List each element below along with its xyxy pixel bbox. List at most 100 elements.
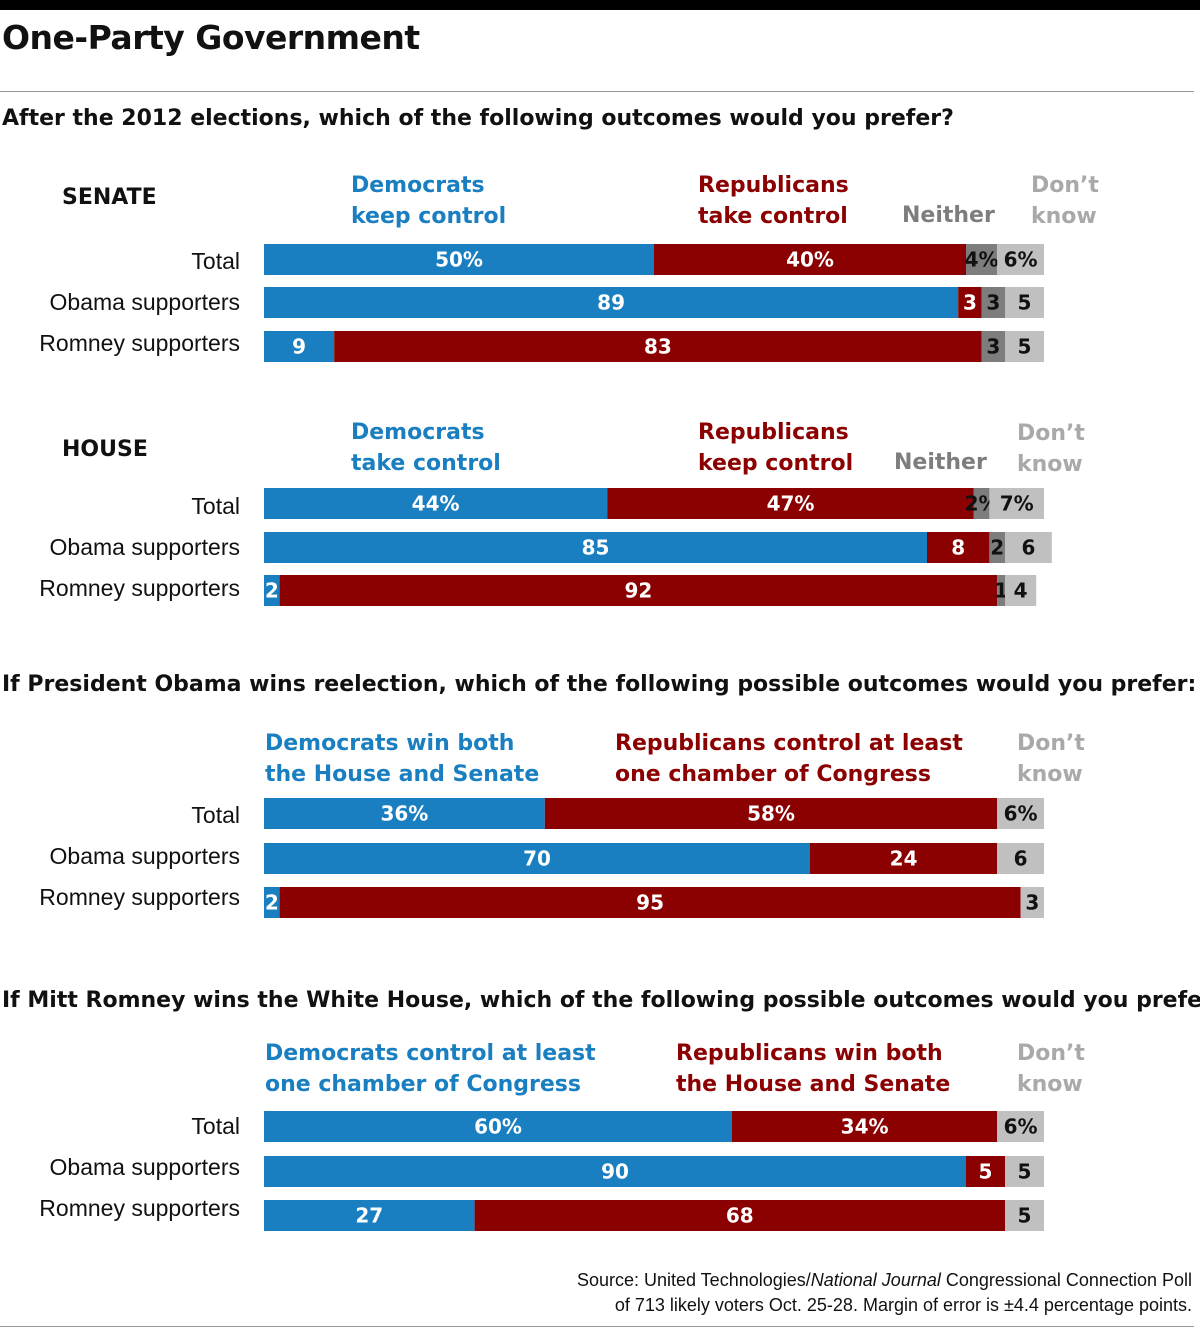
bar-segment [264,887,280,918]
top-bar [0,0,1200,10]
bar-value-label: 6 [1014,847,1028,871]
source-line2: of 713 likely voters Oct. 25-28. Margin … [614,1295,1192,1315]
source-line1-pre: Source: United Technologies/ [576,1270,811,1290]
legend-q2-democrats: Democrats win both the House and Senate [265,731,540,787]
bar-segment [474,1200,1006,1231]
bar-value-label: 9 [292,335,306,359]
bar-segment [997,575,1005,606]
bar-segment [927,532,990,563]
legend-senate-dont-know: Don’t know [1031,173,1099,229]
bar-segment [264,331,335,362]
bar-value-label: 92 [624,579,652,603]
bar-segment [966,1156,1005,1187]
bar-value-label: 50% [435,248,483,272]
bar-segment [981,331,1005,362]
bar-value-label: 5 [1018,1160,1032,1184]
bar-value-label: 58% [747,802,795,826]
bar-value-label: 6% [1004,248,1038,272]
bar-value-label: 60% [474,1115,522,1139]
row-label: Obama supporters [49,534,240,560]
bar-value-label: 40% [786,248,834,272]
bar-segment [732,1111,998,1142]
legend-q2-republicans: Republicans control at least one chamber… [615,731,963,787]
bar-segment [607,488,974,519]
legend-house-democrats: Democrats take control [351,420,501,476]
bar-segment [544,798,998,829]
bar-value-label: 2 [265,891,279,915]
legend-q3-republicans: Republicans win both the House and Senat… [676,1041,951,1097]
bar-value-label: 89 [597,291,625,315]
row-label: Obama supporters [49,843,240,869]
bar-segment [989,488,1044,519]
question-2: If President Obama wins reelection, whic… [2,672,1197,697]
row-label: Obama supporters [49,1154,240,1180]
row-label: Total [191,493,240,519]
bar-segment [1005,532,1052,563]
bar-segment [1005,1156,1044,1187]
section-label-house: HOUSE [62,437,148,462]
bar-value-label: 70 [523,847,551,871]
bar-value-label: 24 [890,847,918,871]
bar-value-label: 3 [986,335,1000,359]
bar-value-label: 34% [841,1115,889,1139]
bar-value-label: 6% [1004,802,1038,826]
bar-value-label: 27 [355,1204,383,1228]
bar-value-label: 8 [951,536,965,560]
bar-value-label: 3 [986,291,1000,315]
bar-segment [997,798,1044,829]
bar-segment [264,532,927,563]
bar-value-label: 5 [1018,335,1032,359]
row-label: Romney supporters [39,330,240,356]
section-label-senate: SENATE [62,185,157,210]
row-label: Obama supporters [49,289,240,315]
bar-value-label: 2 [990,536,1004,560]
bar-segment [1005,331,1044,362]
bar-segment [973,488,990,519]
bar-segment [958,287,982,318]
bar-value-label: 7% [1000,492,1034,516]
row-label: Romney supporters [39,1195,240,1221]
bar-segment [981,287,1005,318]
title-rule [0,91,1194,92]
source-line1-post: Congressional Connection Poll [940,1270,1192,1290]
legend-q3-dont-know: Don’t know [1017,1041,1085,1097]
bar-value-label: 83 [644,335,672,359]
bottom-rule [0,1326,1194,1327]
legend-senate-democrats: Democrats keep control [351,173,507,229]
bar-value-label: 85 [582,536,610,560]
legend-q2-dont-know: Don’t know [1017,731,1085,787]
bar-value-label: 47% [767,492,815,516]
bar-segment [264,843,810,874]
legend-senate-republicans: Republicans take control [698,173,849,229]
bar-segment [279,575,998,606]
bar-segment [264,1200,475,1231]
bar-segment [966,244,998,275]
bar-value-label: 1 [994,579,1008,603]
bar-value-label: 68 [726,1204,754,1228]
bar-value-label: 6% [1004,1115,1038,1139]
legend-house-dont-know: Don’t know [1017,421,1085,477]
bar-value-label: 3 [1025,891,1039,915]
bar-value-label: 5 [1018,291,1032,315]
bar-segment [264,287,959,318]
bar-segment [654,244,966,275]
bar-segment [264,575,280,606]
bar-value-label: 2 [265,579,279,603]
bar-value-label: 5 [1018,1204,1032,1228]
bar-value-label: 5 [979,1160,993,1184]
bar-segment [997,1111,1044,1142]
legend-senate-neither: Neither [902,203,995,228]
row-label: Romney supporters [39,884,240,910]
bar-value-label: 44% [412,492,460,516]
bar-segment [264,1111,732,1142]
bar-segment [1005,287,1044,318]
bar-segment [264,798,545,829]
bar-value-label: 4 [1014,579,1028,603]
bar-segment [264,1156,966,1187]
bar-segment [997,244,1044,275]
row-label: Total [191,802,240,828]
bar-segment [1005,1200,1044,1231]
chart-title: One-Party Government [2,18,420,57]
bar-segment [989,532,1005,563]
bar-segment [997,843,1044,874]
